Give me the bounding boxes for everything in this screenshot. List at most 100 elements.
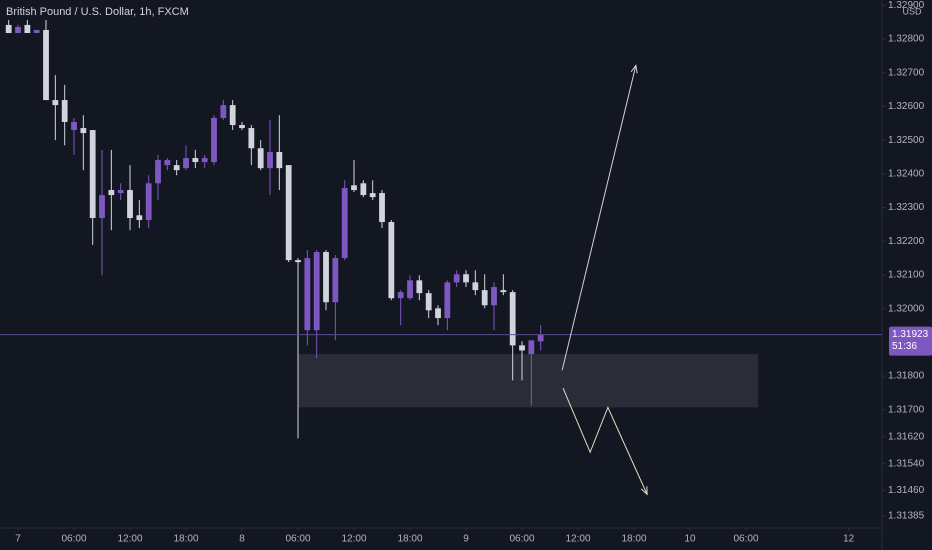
candle-body — [80, 128, 87, 134]
candle-body — [33, 29, 40, 34]
candle-body — [136, 215, 143, 221]
y-tick-label: 1.32200 — [888, 236, 925, 247]
y-tick-label: 1.31540 — [888, 458, 925, 469]
candle-body — [360, 183, 367, 196]
countdown-label: 51:36 — [892, 341, 917, 352]
x-tick-label: 10 — [684, 534, 696, 545]
y-tick-label: 1.31385 — [888, 511, 925, 522]
x-tick-label: 12 — [843, 534, 855, 545]
candle-body — [519, 345, 525, 351]
candle-body — [89, 130, 96, 219]
candle-body — [211, 117, 217, 163]
candle-body — [304, 258, 311, 331]
candle-body — [397, 292, 404, 299]
x-tick-label: 06:00 — [285, 534, 310, 545]
candle-body — [388, 222, 395, 299]
x-tick-label: 12:00 — [117, 534, 142, 545]
candle-body — [416, 280, 423, 294]
x-tick-label: 18:00 — [621, 534, 646, 545]
candle-body — [43, 29, 49, 101]
candle-body — [407, 280, 413, 299]
y-tick-label: 1.32700 — [888, 67, 925, 78]
arrow-head — [630, 64, 638, 74]
candle-body — [537, 334, 544, 342]
candle-body — [276, 151, 283, 169]
x-tick-label: 06:00 — [61, 534, 86, 545]
candle-body — [267, 151, 273, 169]
candle-body — [528, 340, 535, 355]
candle-body — [5, 24, 12, 34]
y-tick-label: 1.32100 — [888, 270, 925, 281]
candle-body — [379, 193, 385, 223]
candle-body — [341, 188, 348, 259]
x-tick-label: 18:00 — [173, 534, 198, 545]
candle-body — [425, 293, 432, 311]
candle-body — [15, 26, 21, 34]
y-tick-label: 1.32300 — [888, 202, 925, 213]
plot-area — [0, 19, 882, 496]
x-tick-label: 12:00 — [565, 534, 590, 545]
x-tick-label: 06:00 — [733, 534, 758, 545]
y-tick-label: 1.32900 — [888, 0, 925, 11]
candle-body — [192, 158, 199, 163]
chart-title: British Pound / U.S. Dollar, 1h, FXCM — [6, 6, 189, 18]
candle-body — [453, 274, 460, 283]
x-tick-label: 06:00 — [509, 534, 534, 545]
candle-body — [164, 160, 171, 166]
candle-body — [472, 282, 479, 291]
candle-body — [369, 193, 376, 198]
candle-body — [201, 158, 208, 163]
y-tick-label: 1.32000 — [888, 303, 925, 314]
last-price-box — [889, 326, 932, 356]
x-tick-label: 9 — [463, 534, 469, 545]
candle-body — [239, 125, 245, 129]
candle-body — [52, 100, 59, 106]
y-tick-label: 1.31460 — [888, 485, 925, 496]
candle-body — [285, 165, 292, 261]
x-tick-label: 7 — [15, 534, 21, 545]
candle-body — [509, 292, 516, 346]
arrow-head — [640, 486, 648, 496]
candle-body — [220, 105, 227, 118]
candle-body — [24, 24, 31, 34]
y-tick-label: 1.32500 — [888, 135, 925, 146]
candle-body — [444, 282, 451, 319]
y-tick-label: 1.31620 — [888, 431, 925, 442]
candle-body — [248, 128, 255, 149]
zone-box — [298, 354, 759, 408]
candle-body — [229, 105, 236, 126]
y-tick-label: 1.32600 — [888, 101, 925, 112]
candle-body — [463, 274, 469, 283]
x-tick-label: 12:00 — [341, 534, 366, 545]
candle-body — [435, 308, 441, 319]
candle-body — [500, 290, 507, 293]
candle-body — [313, 252, 320, 331]
candle-body — [127, 190, 133, 219]
trend-arrow — [562, 387, 648, 495]
y-tick-label: 1.32400 — [888, 169, 925, 180]
candle-body — [117, 190, 124, 194]
candle-body — [155, 160, 161, 184]
candle-body — [323, 252, 329, 303]
candle-body — [491, 287, 497, 306]
trend-arrow — [561, 65, 637, 371]
candle-body — [173, 165, 180, 171]
x-tick-label: 18:00 — [397, 534, 422, 545]
y-tick-label: 1.31800 — [888, 371, 925, 382]
y-tick-label: 1.31700 — [888, 404, 925, 415]
candle-body — [481, 290, 488, 306]
currency-label: USD — [902, 6, 922, 16]
candle-body — [71, 121, 77, 131]
candle-body — [295, 260, 301, 263]
candle-body — [351, 185, 357, 191]
last-price-label: 1.31923 — [892, 329, 929, 340]
candle-body — [108, 190, 115, 196]
candle-body — [257, 148, 264, 169]
x-tick-label: 8 — [239, 534, 245, 545]
candle-body — [332, 258, 339, 303]
candle-body — [99, 195, 105, 219]
candle-body — [183, 158, 189, 169]
candle-body — [61, 100, 68, 122]
